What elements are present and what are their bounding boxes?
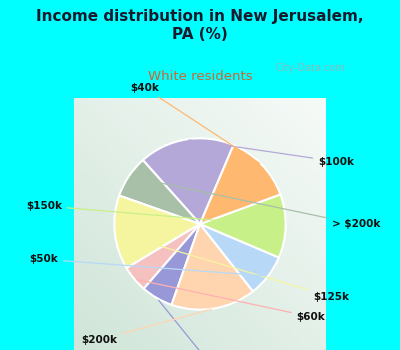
Text: Income distribution in New Jerusalem,
PA (%): Income distribution in New Jerusalem, PA… — [36, 9, 364, 42]
Text: $40k: $40k — [130, 83, 260, 163]
Wedge shape — [200, 145, 280, 224]
Text: City-Data.com: City-Data.com — [276, 63, 345, 73]
Wedge shape — [114, 196, 200, 268]
Wedge shape — [200, 224, 279, 291]
Wedge shape — [200, 194, 286, 258]
Text: $60k: $60k — [137, 280, 325, 322]
Wedge shape — [143, 138, 234, 224]
Wedge shape — [126, 224, 200, 289]
Text: > $200k: > $200k — [132, 177, 380, 229]
Text: White residents: White residents — [148, 70, 252, 83]
Text: $100k: $100k — [189, 140, 354, 167]
Circle shape — [247, 60, 264, 76]
Text: $75k: $75k — [159, 300, 230, 350]
Wedge shape — [172, 224, 253, 310]
Text: $125k: $125k — [118, 233, 349, 302]
Wedge shape — [144, 224, 200, 305]
Text: $200k: $200k — [81, 309, 211, 345]
Wedge shape — [119, 160, 200, 224]
Text: $50k: $50k — [29, 254, 265, 276]
Text: $150k: $150k — [26, 201, 283, 226]
